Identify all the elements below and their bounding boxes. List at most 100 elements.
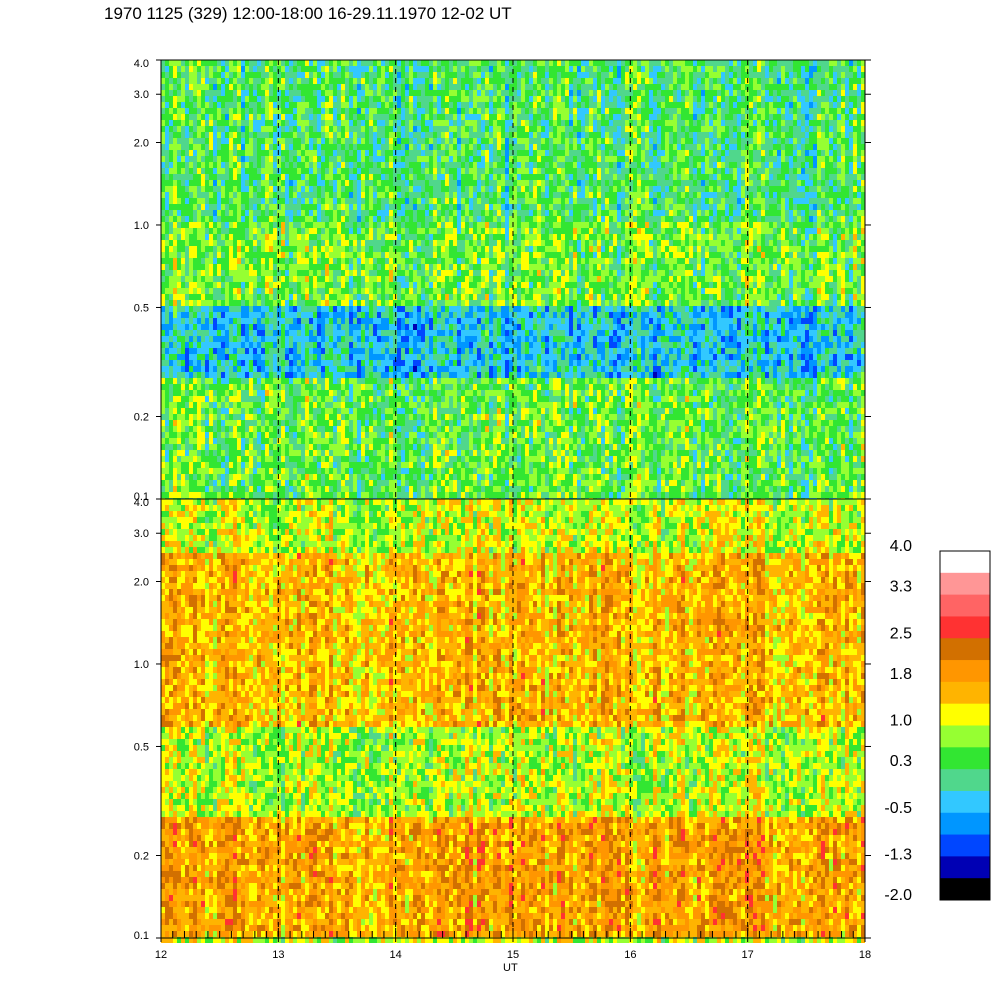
heatmap-cell: [365, 402, 369, 408]
heatmap-cell: [377, 204, 381, 210]
heatmap-cell: [397, 402, 401, 408]
heatmap-cell: [393, 264, 397, 270]
heatmap-cell: [425, 402, 429, 408]
heatmap-cell: [209, 174, 213, 180]
heatmap-cell: [409, 330, 413, 336]
heatmap-cell: [173, 348, 177, 354]
heatmap-cell: [413, 192, 417, 198]
heatmap-cell: [421, 162, 425, 168]
heatmap-cell: [237, 186, 241, 192]
heatmap-cell: [193, 204, 197, 210]
heatmap-cell: [297, 246, 301, 252]
heatmap-cell: [181, 156, 185, 162]
heatmap-cell: [393, 390, 397, 396]
heatmap-cell: [277, 324, 281, 330]
heatmap-cell: [421, 492, 425, 498]
heatmap-cell: [253, 414, 257, 420]
heatmap-cell: [333, 222, 337, 228]
heatmap-cell: [185, 120, 189, 126]
heatmap-cell: [353, 306, 357, 312]
heatmap-cell: [233, 306, 237, 312]
heatmap-cell: [301, 96, 305, 102]
heatmap-cell: [245, 132, 249, 138]
heatmap-cell: [261, 78, 265, 84]
heatmap-cell: [325, 420, 329, 426]
heatmap-cell: [225, 276, 229, 282]
heatmap-cell: [381, 438, 385, 444]
heatmap-cell: [425, 180, 429, 186]
heatmap-cell: [421, 408, 425, 414]
heatmap-cell: [269, 420, 273, 426]
heatmap-cell: [217, 360, 221, 366]
heatmap-cell: [293, 120, 297, 126]
heatmap-cell: [209, 270, 213, 276]
heatmap-cell: [293, 306, 297, 312]
heatmap-cell: [333, 408, 337, 414]
heatmap-cell: [401, 150, 405, 156]
heatmap-cell: [349, 210, 353, 216]
heatmap-cell: [269, 354, 273, 360]
heatmap-cell: [257, 348, 261, 354]
heatmap-cell: [393, 132, 397, 138]
heatmap-cell: [321, 156, 325, 162]
heatmap-cell: [189, 138, 193, 144]
heatmap-cell: [353, 468, 357, 474]
heatmap-cell: [189, 240, 193, 246]
heatmap-cell: [401, 468, 405, 474]
heatmap-cell: [345, 246, 349, 252]
heatmap-cell: [261, 246, 265, 252]
heatmap-cell: [317, 144, 321, 150]
heatmap-cell: [269, 282, 273, 288]
heatmap-cell: [401, 486, 405, 492]
heatmap-cell: [253, 228, 257, 234]
heatmap-cell: [397, 348, 401, 354]
heatmap-cell: [225, 102, 229, 108]
heatmap-cell: [225, 366, 229, 372]
heatmap-cell: [425, 66, 429, 72]
heatmap-cell: [209, 114, 213, 120]
heatmap-cell: [165, 246, 169, 252]
heatmap-cell: [181, 336, 185, 342]
heatmap-cell: [225, 402, 229, 408]
heatmap-cell: [269, 72, 273, 78]
heatmap-cell: [225, 144, 229, 150]
heatmap-cell: [349, 372, 353, 378]
heatmap-cell: [297, 108, 301, 114]
heatmap-cell: [377, 240, 381, 246]
heatmap-cell: [261, 96, 265, 102]
heatmap-cell: [277, 456, 281, 462]
heatmap-cell: [309, 180, 313, 186]
heatmap-cell: [417, 300, 421, 306]
heatmap-cell: [265, 60, 269, 66]
heatmap-cell: [261, 390, 265, 396]
heatmap-cell: [317, 216, 321, 222]
heatmap-cell: [281, 186, 285, 192]
heatmap-cell: [241, 288, 245, 294]
heatmap-cell: [213, 204, 217, 210]
heatmap-cell: [165, 450, 169, 456]
heatmap-cell: [221, 174, 225, 180]
heatmap-cell: [217, 96, 221, 102]
heatmap-cell: [301, 210, 305, 216]
heatmap-cell: [213, 216, 217, 222]
heatmap-cell: [309, 372, 313, 378]
heatmap-cell: [181, 360, 185, 366]
heatmap-cell: [241, 102, 245, 108]
heatmap-cell: [265, 450, 269, 456]
heatmap-cell: [293, 108, 297, 114]
heatmap-cell: [273, 300, 277, 306]
heatmap-cell: [289, 78, 293, 84]
heatmap-cell: [425, 378, 429, 384]
heatmap-cell: [405, 390, 409, 396]
heatmap-cell: [361, 132, 365, 138]
heatmap-cell: [365, 240, 369, 246]
heatmap-cell: [265, 462, 269, 468]
heatmap-cell: [233, 432, 237, 438]
heatmap-cell: [189, 390, 193, 396]
heatmap-cell: [161, 222, 165, 228]
heatmap-cell: [305, 60, 309, 66]
heatmap-cell: [325, 486, 329, 492]
heatmap-cell: [309, 342, 313, 348]
heatmap-cell: [273, 192, 277, 198]
heatmap-cell: [233, 228, 237, 234]
